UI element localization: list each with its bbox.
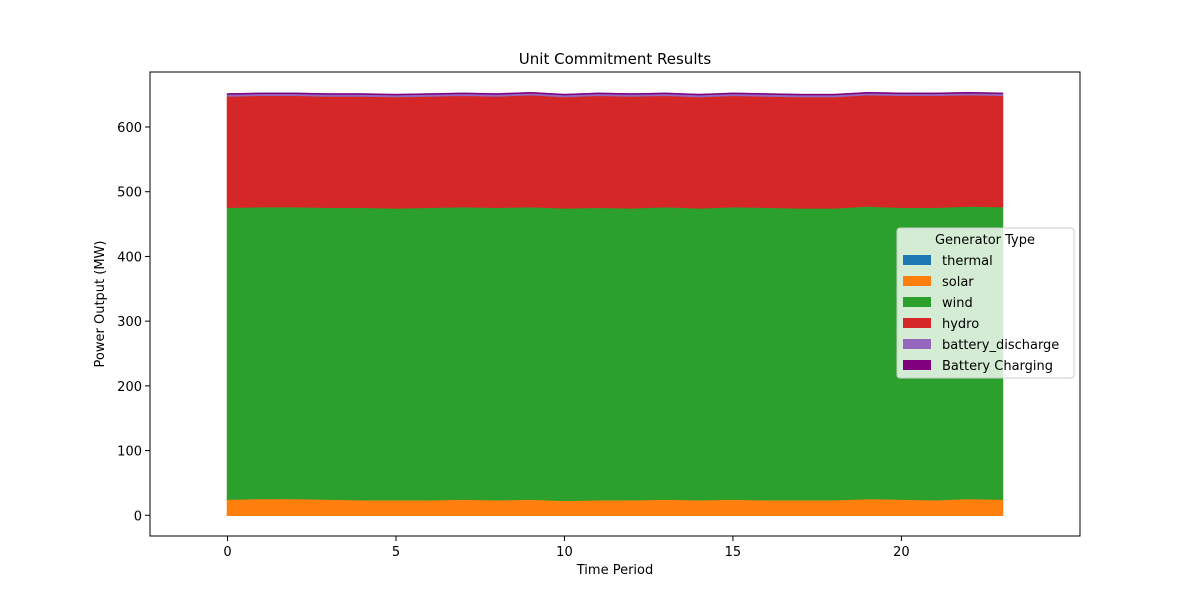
legend-label-thermal: thermal bbox=[942, 254, 993, 269]
area-battery-charging bbox=[226, 91, 1004, 96]
y-tick-label: 400 bbox=[117, 250, 142, 265]
legend-label-battery-charging: Battery Charging bbox=[942, 359, 1053, 374]
legend-swatch-hydro bbox=[903, 318, 931, 328]
legend-swatch-battery-discharge bbox=[903, 339, 931, 349]
legend-label-solar: solar bbox=[942, 275, 974, 290]
legend-swatch-wind bbox=[903, 297, 931, 307]
y-axis-ticks: 0 100 200 300 400 500 600 bbox=[117, 121, 150, 524]
legend-box bbox=[896, 227, 1075, 379]
x-tick-label: 20 bbox=[893, 545, 910, 560]
y-tick-label: 100 bbox=[117, 445, 142, 460]
legend-items: thermal solar wind hydro battery_discharge Ba… bbox=[903, 254, 1059, 374]
legend-swatch-solar bbox=[903, 276, 931, 286]
legend-swatch-battery-charging bbox=[903, 360, 931, 370]
x-axis-label: Time Period bbox=[576, 563, 653, 578]
legend-label-battery-discharge: battery_discharge bbox=[942, 338, 1059, 353]
y-tick-label: 600 bbox=[117, 121, 142, 136]
legend: Generator Type thermal solar wind hydro batt… bbox=[896, 227, 1075, 379]
legend-label-wind: wind bbox=[942, 296, 973, 311]
plot-frame bbox=[149, 71, 1081, 537]
x-tick-label: 0 bbox=[223, 545, 231, 560]
x-tick-label: 5 bbox=[392, 545, 400, 560]
y-tick-label: 0 bbox=[134, 509, 142, 524]
x-tick-label: 15 bbox=[725, 545, 742, 560]
x-axis-ticks: 0 5 10 15 20 bbox=[223, 536, 910, 560]
legend-swatch-thermal bbox=[903, 255, 931, 265]
legend-title: Generator Type bbox=[935, 233, 1035, 248]
y-tick-label: 500 bbox=[117, 186, 142, 201]
x-tick-label: 10 bbox=[556, 545, 573, 560]
y-axis-label: Power Output (MW) bbox=[93, 241, 108, 368]
y-tick-label: 200 bbox=[117, 380, 142, 395]
area-series-group bbox=[226, 91, 1004, 517]
area-hydro bbox=[226, 93, 1004, 209]
area-wind bbox=[226, 205, 1004, 502]
area-solar bbox=[226, 497, 1004, 517]
legend-label-hydro: hydro bbox=[942, 317, 979, 332]
y-tick-label: 300 bbox=[117, 315, 142, 330]
chart-title: Unit Commitment Results bbox=[519, 50, 712, 68]
